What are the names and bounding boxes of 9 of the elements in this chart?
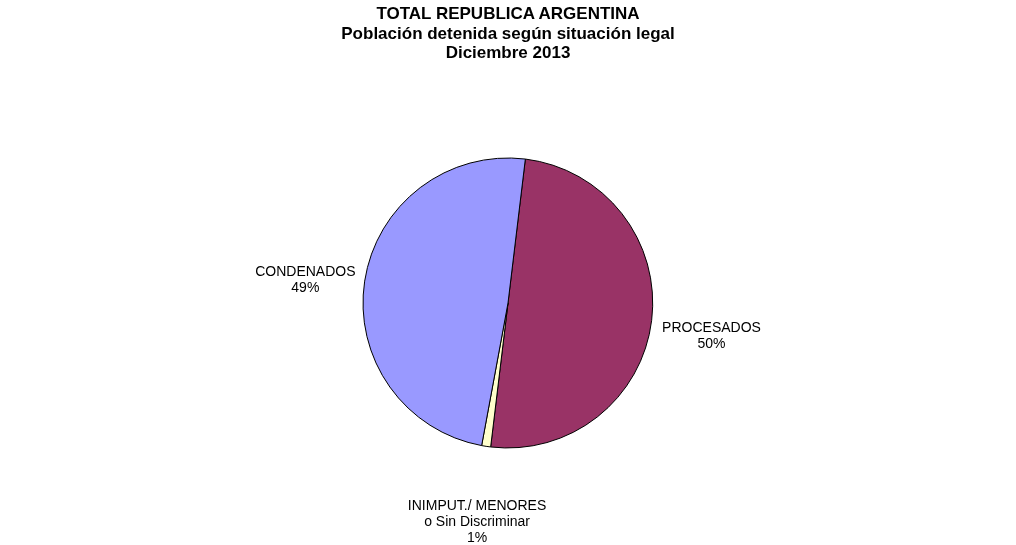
slice-label: INIMPUT./ MENORES o Sin Discriminar [407,496,547,529]
data-label: 50% [697,334,726,351]
chart-title: TOTAL REPUBLICA ARGENTINA [376,4,640,23]
text: Población detenida según situación legal [341,24,675,43]
data-label: 49% [291,279,320,296]
slice-label: CONDENADOS [255,263,356,280]
slice-label: PROCESADOS [662,318,761,335]
data-label: 1% [466,528,488,545]
text: Diciembre 2013 [445,43,571,62]
